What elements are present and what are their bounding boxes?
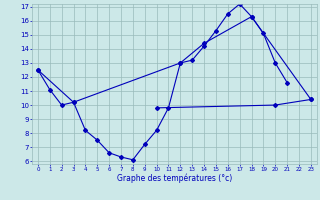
X-axis label: Graphe des températures (°c): Graphe des températures (°c) [117,174,232,183]
